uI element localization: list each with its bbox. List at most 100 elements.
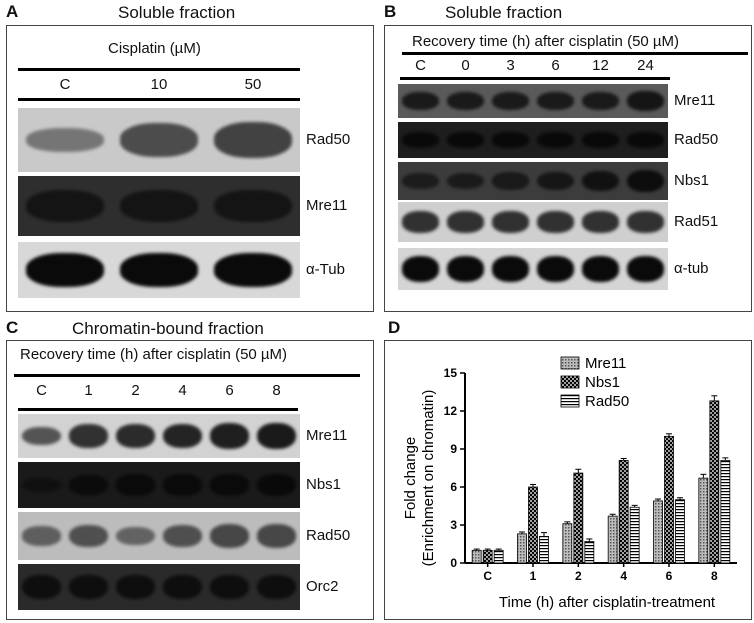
y-tick-label: 3 bbox=[450, 518, 457, 532]
band bbox=[214, 190, 292, 222]
band bbox=[492, 256, 529, 282]
lane-label-24: 24 bbox=[637, 57, 654, 74]
band bbox=[402, 256, 439, 282]
band bbox=[627, 132, 664, 148]
lane-label-C: C bbox=[59, 76, 71, 93]
x-tick-label: 1 bbox=[530, 569, 537, 583]
band bbox=[22, 477, 61, 493]
panel-c-treatment-bar bbox=[14, 374, 360, 377]
band bbox=[26, 253, 104, 287]
band bbox=[22, 526, 61, 546]
bar-mre11 bbox=[517, 533, 527, 564]
band bbox=[402, 91, 439, 110]
y-axis-label-line2: (Enrichment on chromatin) bbox=[420, 390, 437, 567]
blot-rad50 bbox=[18, 108, 300, 172]
band bbox=[22, 426, 61, 446]
blot-label: Rad50 bbox=[306, 527, 351, 544]
lane-label-12: 12 bbox=[592, 57, 609, 74]
legend-swatch-nbs1 bbox=[560, 375, 580, 389]
band bbox=[69, 574, 108, 600]
y-axis-label-line1: Fold change bbox=[402, 437, 419, 520]
band bbox=[627, 169, 664, 193]
panel-b-treatment: Recovery time (h) after cisplatin (50 µM… bbox=[412, 33, 680, 50]
bar-nbs1 bbox=[709, 400, 720, 564]
band bbox=[447, 211, 484, 233]
legend-swatch-rad50 bbox=[560, 394, 580, 408]
bar-nbs1 bbox=[573, 472, 584, 564]
band bbox=[582, 256, 619, 282]
band bbox=[163, 574, 202, 600]
band bbox=[22, 574, 61, 600]
band bbox=[69, 475, 108, 495]
bar-rad50 bbox=[629, 506, 640, 564]
band bbox=[214, 253, 292, 287]
panel-a-letter: A bbox=[6, 2, 19, 21]
blot-label: Mre11 bbox=[674, 92, 716, 109]
bar-mre11 bbox=[562, 523, 573, 564]
x-tick-label: 8 bbox=[711, 569, 718, 583]
lane-label-10: 10 bbox=[150, 76, 168, 93]
band bbox=[447, 91, 484, 110]
band bbox=[69, 524, 108, 548]
y-tick-label: 9 bbox=[450, 442, 457, 456]
bar-rad50 bbox=[584, 541, 595, 564]
band bbox=[210, 423, 249, 449]
band bbox=[627, 211, 664, 233]
panel-a-lane-bar bbox=[18, 98, 300, 101]
panel-d-letter: D bbox=[388, 318, 401, 337]
panel-c-title: Chromatin-bound fraction bbox=[72, 319, 264, 338]
band bbox=[116, 474, 155, 496]
blot-label: Mre11 bbox=[306, 427, 348, 444]
panel-a-title: Soluble fraction bbox=[118, 3, 236, 22]
bar-rad50 bbox=[720, 460, 731, 564]
blot-orc2 bbox=[18, 564, 300, 610]
band bbox=[257, 574, 296, 600]
lane-label-3: 3 bbox=[506, 57, 515, 74]
band bbox=[582, 132, 619, 148]
bar-rad50 bbox=[539, 535, 549, 564]
band bbox=[492, 172, 529, 190]
blot-mre11 bbox=[18, 414, 300, 458]
lane-label-2: 2 bbox=[131, 382, 140, 399]
band bbox=[257, 474, 296, 496]
blot-label: Nbs1 bbox=[306, 476, 342, 493]
lane-label-6: 6 bbox=[551, 57, 560, 74]
band bbox=[582, 211, 619, 233]
legend-label-nbs1: Nbs1 bbox=[585, 374, 620, 391]
band bbox=[163, 423, 202, 449]
blot-nbs1 bbox=[398, 162, 668, 200]
band bbox=[447, 256, 484, 282]
blot-label: Orc2 bbox=[306, 578, 339, 595]
band bbox=[447, 172, 484, 190]
band bbox=[210, 474, 249, 496]
panel-c-letter: C bbox=[6, 318, 19, 337]
blot-mre11 bbox=[398, 84, 668, 118]
legend-label-rad50: Rad50 bbox=[585, 393, 629, 410]
band bbox=[492, 91, 529, 110]
band bbox=[537, 91, 574, 110]
blot-nbs1 bbox=[18, 462, 300, 508]
band bbox=[210, 574, 249, 600]
y-tick-label: 12 bbox=[444, 404, 458, 418]
y-tick-label: 0 bbox=[450, 556, 457, 570]
blot-label: Nbs1 bbox=[674, 172, 710, 189]
blot-rad50 bbox=[18, 512, 300, 560]
band bbox=[210, 524, 249, 548]
band bbox=[627, 256, 664, 282]
band bbox=[120, 253, 198, 287]
bar-nbs1 bbox=[482, 549, 493, 564]
y-tick-label: 15 bbox=[444, 366, 458, 380]
bar-mre11 bbox=[653, 500, 663, 564]
bar-mre11 bbox=[471, 549, 482, 564]
band bbox=[537, 171, 574, 191]
panel-b-treatment-bar bbox=[402, 52, 748, 55]
band bbox=[257, 422, 296, 450]
band bbox=[447, 132, 484, 148]
bar-rad50 bbox=[493, 549, 504, 564]
bar-rad50 bbox=[675, 499, 685, 564]
band bbox=[214, 121, 292, 159]
blot-label: Mre11 bbox=[306, 197, 348, 214]
blot-label: α-tub bbox=[674, 260, 709, 277]
legend-label-mre11: Mre11 bbox=[585, 355, 626, 372]
blot-tub bbox=[18, 242, 300, 298]
